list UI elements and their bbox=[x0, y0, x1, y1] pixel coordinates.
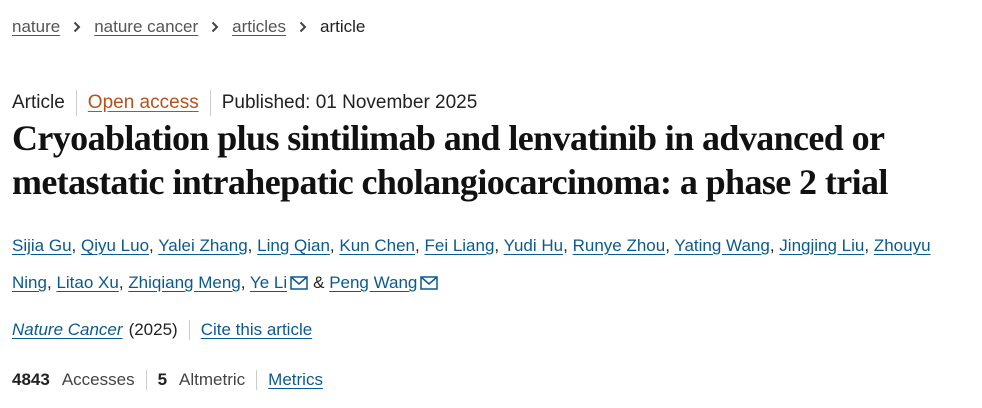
altmetric-score: 5 bbox=[157, 370, 168, 389]
author-link[interactable]: Zhiqiang Meng bbox=[128, 273, 241, 292]
author-separator: , bbox=[563, 236, 568, 255]
email-body bbox=[420, 276, 439, 290]
author-link[interactable]: Yudi Hu bbox=[503, 236, 564, 255]
breadcrumb-link[interactable]: articles bbox=[232, 17, 287, 36]
article-title: Cryoablation plus sintilimab and lenvati… bbox=[12, 118, 888, 202]
breadcrumb-link[interactable]: nature cancer bbox=[94, 17, 199, 36]
author: Ling Qian, bbox=[257, 236, 335, 255]
article-meta: Article Open access Published: 01 Novemb… bbox=[12, 90, 488, 116]
author-link[interactable]: Runye Zhou bbox=[572, 236, 666, 255]
breadcrumb-current: article bbox=[320, 17, 366, 36]
email-icon[interactable] bbox=[420, 276, 439, 290]
author-separator: , bbox=[71, 236, 77, 255]
divider bbox=[256, 370, 258, 390]
author-separator: , bbox=[329, 236, 335, 255]
chevron-icon bbox=[299, 21, 307, 33]
journal-year: (2025) bbox=[128, 320, 178, 339]
author-separator: , bbox=[46, 273, 52, 292]
author: Jingjing Liu, bbox=[779, 236, 869, 255]
author-separator: , bbox=[118, 273, 124, 292]
accesses-count: 4843 bbox=[12, 370, 50, 389]
author: Yating Wang, bbox=[674, 236, 774, 255]
author-link[interactable]: Fei Liang bbox=[424, 236, 495, 255]
metrics-link[interactable]: Metrics bbox=[268, 370, 323, 389]
metrics-bar: 4843 Accesses 5 Altmetric Metrics bbox=[12, 370, 323, 390]
breadcrumb: nature nature cancer articles article bbox=[12, 17, 365, 37]
author-link[interactable]: Ye Li bbox=[249, 273, 288, 292]
chevron-path bbox=[299, 21, 307, 33]
cite-link[interactable]: Cite this article bbox=[200, 320, 313, 339]
author: Yalei Zhang, bbox=[158, 236, 252, 255]
author-separator: , bbox=[247, 236, 253, 255]
author-list: Sijia Gu, Qiyu Luo, Yalei Zhang, Ling Qi… bbox=[12, 227, 974, 301]
journal-link[interactable]: Nature Cancer bbox=[12, 320, 123, 339]
chevron-path bbox=[73, 21, 81, 33]
author-separator: , bbox=[864, 236, 870, 255]
author: Kun Chen, bbox=[339, 236, 419, 255]
author: Zhiqiang Meng, bbox=[128, 273, 245, 292]
open-access-link[interactable]: Open access bbox=[87, 92, 199, 113]
author: Qiyu Luo, bbox=[81, 236, 154, 255]
author-separator: , bbox=[415, 236, 420, 255]
author: Peng Wang bbox=[329, 273, 439, 292]
author-separator: , bbox=[240, 273, 246, 292]
author-link[interactable]: Peng Wang bbox=[329, 273, 418, 292]
author: Fei Liang, bbox=[424, 236, 499, 255]
chevron-path bbox=[211, 21, 219, 33]
published-date: Published: 01 November 2025 bbox=[209, 90, 489, 116]
author-link[interactable]: Litao Xu bbox=[56, 273, 119, 292]
accesses-label: Accesses bbox=[61, 370, 135, 389]
author-link[interactable]: Qiyu Luo bbox=[81, 236, 150, 255]
author-separator: , bbox=[149, 236, 154, 255]
divider bbox=[188, 320, 190, 340]
author-link[interactable]: Yalei Zhang bbox=[158, 236, 248, 255]
author-link[interactable]: Kun Chen bbox=[339, 236, 416, 255]
access-wrap: Open access bbox=[75, 90, 210, 116]
author-link[interactable]: Sijia Gu bbox=[12, 236, 72, 255]
author-separator: , bbox=[769, 236, 775, 255]
email-icon[interactable] bbox=[290, 276, 308, 290]
author-conjunction: & bbox=[313, 273, 325, 292]
author: Ye Li & bbox=[250, 273, 325, 292]
breadcrumb-link[interactable]: nature bbox=[12, 17, 61, 36]
email-body bbox=[290, 276, 308, 290]
author: Litao Xu, bbox=[56, 273, 123, 292]
email-flap bbox=[290, 276, 308, 285]
altmetric-label: Altmetric bbox=[179, 370, 246, 389]
author-link[interactable]: Zhouyu Ning bbox=[12, 236, 931, 292]
article-type: Article bbox=[12, 92, 65, 113]
author-separator: , bbox=[665, 236, 670, 255]
journal-line: Nature Cancer (2025) Cite this article bbox=[12, 320, 312, 340]
chevron-icon bbox=[73, 21, 81, 33]
author: Yudi Hu, bbox=[504, 236, 568, 255]
author: Runye Zhou, bbox=[573, 236, 670, 255]
journal-wrap: Nature Cancer bbox=[12, 320, 123, 340]
author-link[interactable]: Jingjing Liu bbox=[779, 236, 865, 255]
divider bbox=[145, 370, 147, 390]
author-separator: , bbox=[494, 236, 500, 255]
author-link[interactable]: Yating Wang bbox=[674, 236, 770, 255]
chevron-icon bbox=[211, 21, 219, 33]
author-link[interactable]: Ling Qian bbox=[257, 236, 330, 255]
email-flap bbox=[420, 276, 438, 285]
author: Zhouyu Ning, bbox=[12, 236, 931, 292]
author: Sijia Gu, bbox=[12, 236, 76, 255]
